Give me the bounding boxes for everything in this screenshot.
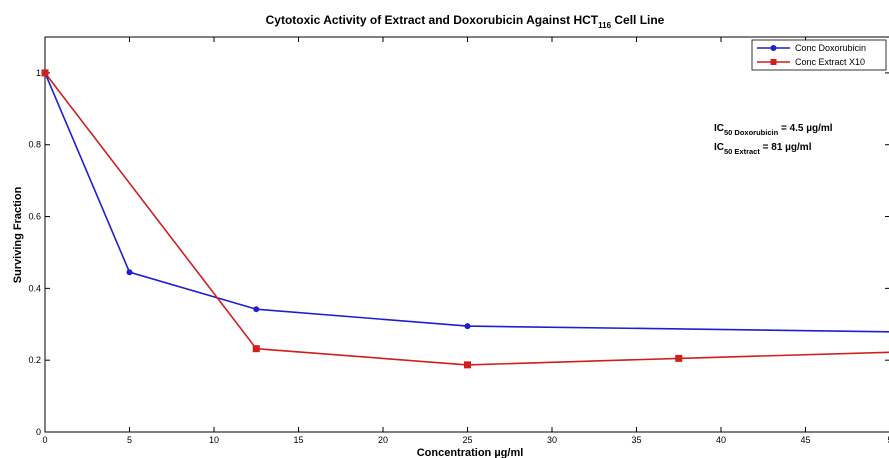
x-tick-label: 5 [887, 435, 889, 445]
y-tick-label: 0.2 [28, 355, 41, 365]
chart-title-main: Cytotoxic Activity of Extract and Doxoru… [266, 13, 599, 27]
x-axis-label: Concentration µg/ml [417, 447, 524, 458]
y-tick-label: 1 [36, 68, 41, 78]
data-point-doxorubicin [253, 306, 260, 313]
x-tick-label: 45 [800, 435, 810, 445]
legend-marker-extract [770, 59, 777, 65]
series-layer [41, 69, 889, 369]
chart-title-subscript: 116 [598, 21, 611, 30]
x-tick-label: 25 [462, 435, 472, 445]
y-tick-label: 0.8 [28, 140, 41, 150]
x-tick-label: 10 [209, 435, 219, 445]
chart-title-suffix: Cell Line [611, 13, 665, 27]
data-point-extract [675, 354, 683, 362]
x-tick-label: 20 [378, 435, 388, 445]
y-tick-label: 0.4 [28, 283, 41, 293]
annotation-ic50-doxorubicin: IC50 Doxorubicin = 4.5 µg/ml [714, 123, 833, 137]
data-point-extract [41, 69, 49, 77]
y-axis-label: Surviving Fraction [12, 186, 24, 283]
x-tick-label: 0 [42, 435, 47, 445]
y-tick-label: 0 [36, 427, 41, 437]
x-tick-label: 15 [293, 435, 303, 445]
x-tick-label: 5 [127, 435, 132, 445]
data-point-extract [464, 361, 471, 369]
y-axis: 0 0.2 0.4 0.6 0.8 1 [28, 68, 889, 437]
legend-label-doxorubicin: Conc Doxorubicin [795, 43, 866, 53]
legend-label-extract: Conc Extract X10 [795, 57, 865, 67]
x-tick-label: 35 [631, 435, 641, 445]
annotation-ic50-extract: IC50 Extract = 81 µg/ml [714, 142, 812, 156]
y-tick-label: 0.6 [28, 212, 41, 222]
data-point-doxorubicin [464, 323, 471, 330]
x-tick-label: 40 [716, 435, 726, 445]
chart-title: Cytotoxic Activity of Extract and Doxoru… [266, 13, 665, 30]
legend: Conc Doxorubicin Conc Extract X10 [751, 39, 887, 71]
data-point-extract [252, 345, 260, 353]
data-point-doxorubicin [126, 269, 133, 276]
legend-marker-doxorubicin [770, 45, 777, 51]
x-tick-label: 30 [547, 435, 557, 445]
plot-area [44, 36, 889, 433]
